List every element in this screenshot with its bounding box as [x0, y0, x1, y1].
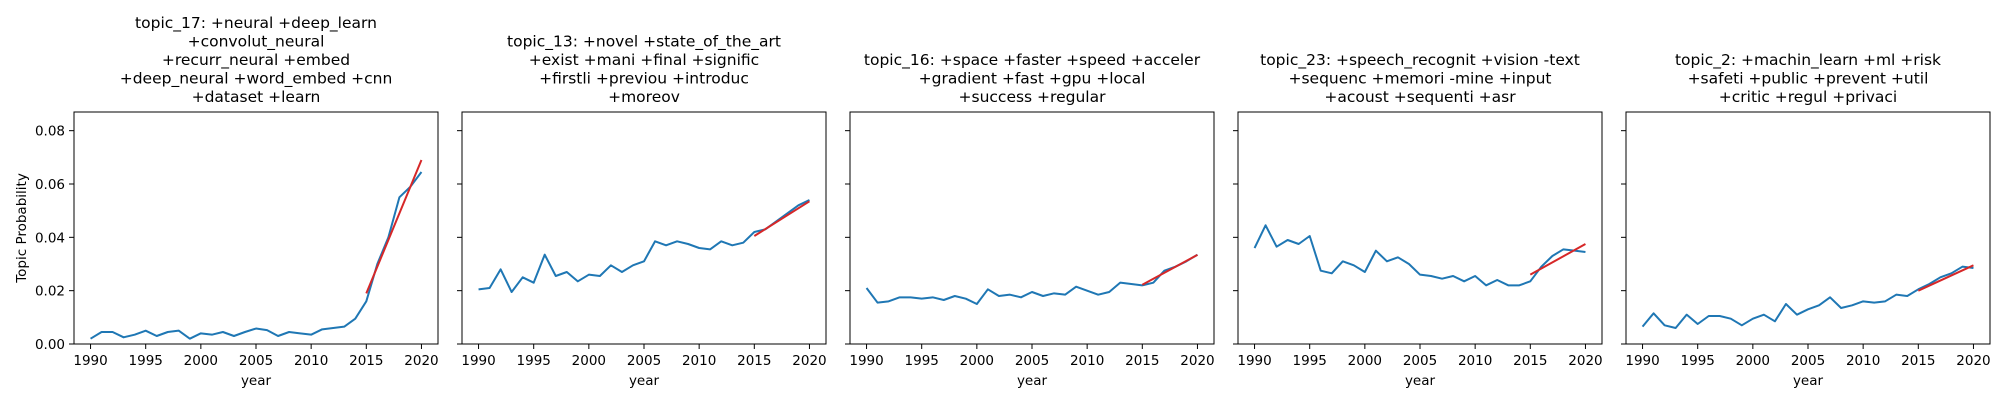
subplot-title-line: +moreov [608, 88, 680, 106]
y-tick-label: 0.04 [35, 230, 65, 246]
x-tick-label: 1995 [517, 353, 551, 369]
plot-frame [461, 111, 827, 345]
plot-frame [73, 111, 439, 345]
subplot-title-line: topic_23: +speech_recognit +vision -text [1260, 51, 1580, 70]
trend-fit-line [753, 200, 810, 237]
x-tick-label: 1990 [73, 353, 107, 369]
subplot-5: topic_2: +machin_learn +ml +risk+safeti … [1621, 51, 1991, 389]
x-tick-label: 2005 [239, 353, 273, 369]
subplot-title-line: +critic +regul +privaci [1719, 88, 1897, 106]
x-tick-label: 2020 [1956, 353, 1990, 369]
x-tick-label: 2020 [1568, 353, 1602, 369]
y-tick-label: 0.00 [35, 337, 65, 353]
y-axis-label: Topic Probability [14, 173, 30, 284]
x-tick-label: 2020 [792, 353, 826, 369]
subplot-title-line: +success +regular [959, 88, 1107, 106]
x-tick-label: 2005 [1791, 353, 1825, 369]
x-tick-label: 2000 [1736, 353, 1770, 369]
x-tick-label: 1995 [1681, 353, 1715, 369]
x-axis-label: year [1017, 373, 1048, 389]
x-tick-label: 2020 [1180, 353, 1214, 369]
subplot-2: topic_13: +novel +state_of_the_art+exist… [457, 33, 827, 389]
x-tick-label: 1990 [1625, 353, 1659, 369]
trend-fit-line [1141, 254, 1198, 286]
subplot-title-line: +gradient +fast +gpu +local [919, 70, 1146, 88]
subplot-title-line: topic_17: +neural +deep_learn [135, 14, 377, 33]
x-axis-label: year [1405, 373, 1436, 389]
x-tick-label: 2000 [184, 353, 218, 369]
x-axis-label: year [629, 373, 660, 389]
x-tick-label: 2000 [572, 353, 606, 369]
plot-frame [1625, 111, 1991, 345]
plot-frame [849, 111, 1215, 345]
x-tick-label: 1990 [1237, 353, 1271, 369]
subplot-title-line: +recurr_neural +embed [162, 51, 350, 70]
x-tick-label: 1995 [905, 353, 939, 369]
topic-probability-line [478, 199, 810, 293]
topic-probability-line [865, 253, 1198, 305]
x-tick-label: 2010 [1458, 353, 1492, 369]
subplot-title-line: +acoust +sequenti +asr [1324, 88, 1516, 106]
x-tick-label: 2005 [1403, 353, 1437, 369]
x-tick-label: 2010 [682, 353, 716, 369]
x-tick-label: 2000 [1348, 353, 1382, 369]
subplot-title-line: topic_16: +space +faster +speed +acceler [864, 51, 1201, 70]
subplot-4: topic_23: +speech_recognit +vision -text… [1233, 51, 1603, 389]
x-tick-label: 2015 [737, 353, 771, 369]
x-tick-label: 2015 [349, 353, 383, 369]
x-axis-label: year [241, 373, 272, 389]
subplot-title-line: +exist +mani +final +signific [529, 51, 759, 69]
subplot-title-line: topic_13: +novel +state_of_the_art [507, 33, 781, 52]
x-tick-label: 1990 [849, 353, 883, 369]
y-tick-label: 0.02 [35, 284, 65, 300]
subplot-3: topic_16: +space +faster +speed +acceler… [845, 51, 1215, 389]
x-tick-label: 2005 [627, 353, 661, 369]
y-tick-label: 0.08 [35, 124, 65, 140]
x-axis-label: year [1793, 373, 1824, 389]
subplot-1: topic_17: +neural +deep_learn+convolut_n… [14, 14, 439, 389]
subplot-title-line: +sequenc +memori -mine +input [1288, 70, 1551, 88]
x-tick-label: 2000 [960, 353, 994, 369]
subplot-title-line: +convolut_neural [188, 33, 325, 52]
subplot-title-line: topic_2: +machin_learn +ml +risk [1675, 51, 1941, 70]
subplot-title-line: +dataset +learn [192, 88, 321, 106]
subplot-title-line: +deep_neural +word_embed +cnn [120, 70, 393, 89]
topic-probability-line [1641, 265, 1974, 329]
trend-fit-line [365, 159, 423, 294]
x-tick-label: 1995 [1293, 353, 1327, 369]
x-tick-label: 2015 [1125, 353, 1159, 369]
x-tick-label: 2015 [1513, 353, 1547, 369]
x-tick-label: 2010 [1846, 353, 1880, 369]
x-tick-label: 1995 [129, 353, 163, 369]
x-tick-label: 1990 [461, 353, 495, 369]
x-tick-label: 2005 [1015, 353, 1049, 369]
subplot-title-line: +firstli +previou +introduc [539, 70, 749, 88]
topic-probability-line [90, 171, 423, 340]
x-tick-label: 2010 [1070, 353, 1104, 369]
x-tick-label: 2015 [1901, 353, 1935, 369]
plot-frame [1237, 111, 1603, 345]
x-tick-label: 2010 [294, 353, 328, 369]
topic-probability-line [1253, 224, 1586, 287]
y-tick-label: 0.06 [35, 177, 65, 193]
subplot-title-line: +safeti +public +prevent +util [1688, 70, 1929, 88]
trend-fit-line [1529, 243, 1586, 276]
x-tick-label: 2020 [404, 353, 438, 369]
trend-fit-line [1917, 264, 1974, 292]
